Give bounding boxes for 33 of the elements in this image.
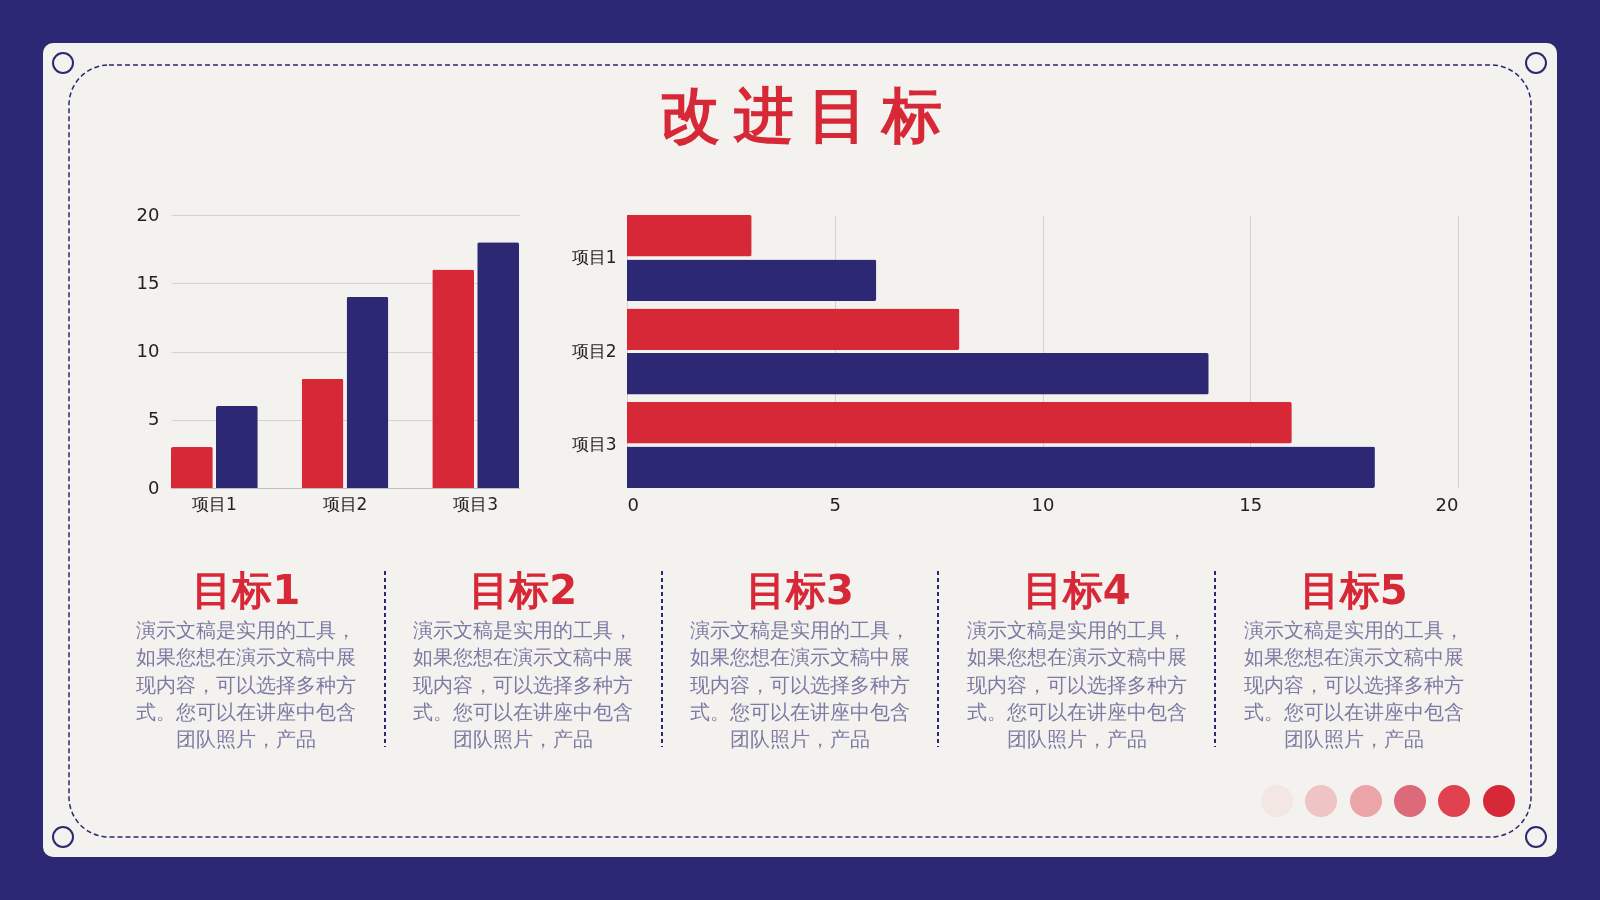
text: 演示文稿是实用的工具，如果您想在演示文稿中展现内容，可以选择多种方式。您可以在讲座中包含团队照片，产品: [135, 618, 358, 754]
x-tick-label: 0: [627, 493, 639, 515]
x-tick-label: 15: [1239, 493, 1263, 515]
y-tick-label: 0: [148, 476, 160, 498]
text: 演示文稿是实用的工具，如果您想在演示文稿中展现内容，可以选择多种方式。您可以在讲座中包含团队照片，产品: [689, 618, 911, 754]
x-tick-label: 项目2: [322, 493, 368, 514]
y-tick-label: 项目3: [571, 433, 617, 454]
text: 目标3: [745, 566, 855, 614]
x-tick-label: 项目3: [453, 493, 499, 514]
bar: [301, 378, 344, 488]
x-tick-label: 20: [1435, 493, 1459, 515]
x-tick-label: 项目1: [191, 493, 237, 514]
bar: [171, 447, 213, 488]
y-tick-label: 15: [136, 271, 160, 293]
y-tick-label: 5: [148, 408, 160, 430]
y-tick-label: 20: [136, 203, 160, 225]
x-tick-label: 10: [1031, 493, 1055, 515]
x-tick-label: 5: [829, 493, 841, 515]
bar: [215, 406, 258, 488]
text: 目标1: [191, 566, 302, 614]
text: 目标5: [1298, 566, 1409, 614]
bar: [432, 269, 475, 488]
bar: [346, 296, 389, 488]
y-tick-label: 10: [136, 340, 160, 361]
text: 演示文稿是实用的工具，如果您想在演示文稿中展现内容，可以选择多种方式。您可以在讲座中包含团队照片，产品: [965, 618, 1188, 754]
text: 目标2: [468, 566, 579, 614]
y-tick-label: 项目1: [571, 247, 617, 268]
text: 演示文稿是实用的工具，如果您想在演示文稿中展现内容，可以选择多种方式。您可以在讲座中包含团队照片，产品: [412, 618, 635, 754]
y-tick-label: 项目2: [571, 340, 617, 361]
text: 演示文稿是实用的工具，如果您想在演示文稿中展现内容，可以选择多种方式。您可以在讲座中包含团队照片，产品: [1242, 618, 1465, 754]
chart-title: 改进目标: [659, 79, 956, 152]
bar: [477, 242, 519, 488]
text: 目标4: [1021, 566, 1132, 614]
